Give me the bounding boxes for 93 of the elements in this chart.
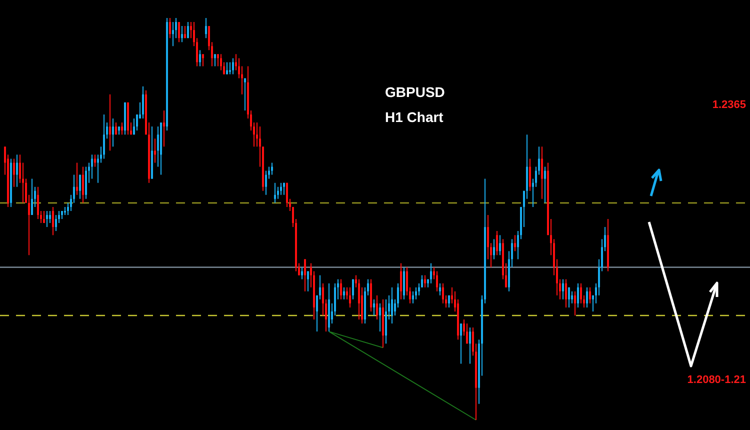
candlestick (430, 262, 432, 284)
candlestick (496, 230, 498, 256)
candlestick (214, 54, 216, 67)
candlestick (373, 298, 375, 316)
candlestick (304, 258, 306, 292)
candlestick (202, 54, 204, 67)
candlestick (94, 154, 96, 168)
candlestick (76, 162, 78, 196)
text: GBPUSD (385, 84, 445, 100)
candlestick (79, 174, 81, 200)
candlestick (439, 282, 441, 296)
candlestick (418, 282, 420, 296)
candlestick (181, 26, 183, 43)
candlestick (16, 154, 18, 188)
candlestick (541, 146, 543, 200)
text: 1.2365 (712, 99, 746, 111)
candlestick (577, 282, 579, 308)
candlestick (460, 323, 462, 364)
candlestick (571, 290, 573, 304)
candlestick (46, 210, 48, 228)
candlestick (199, 50, 201, 67)
candlestick (205, 18, 207, 39)
candlestick (442, 282, 444, 304)
candlestick (109, 94, 111, 152)
candlestick (400, 262, 402, 300)
candlestick (391, 286, 393, 324)
candlestick (358, 278, 360, 320)
candlestick (352, 278, 354, 300)
candlestick (424, 274, 426, 288)
candlestick (286, 182, 288, 208)
candlestick (271, 162, 273, 176)
candlestick (277, 186, 279, 200)
candlestick (343, 286, 345, 300)
candlestick (580, 282, 582, 304)
candlestick (115, 122, 117, 136)
candlestick (133, 118, 135, 136)
candlestick (103, 114, 105, 160)
candlestick (49, 210, 51, 224)
candlestick (562, 278, 564, 300)
candlestick (499, 234, 501, 256)
candlestick (13, 158, 15, 188)
candlestick (121, 122, 123, 136)
candlestick (280, 182, 282, 196)
candlestick (568, 286, 570, 308)
candlestick (163, 110, 165, 148)
candlestick (154, 138, 156, 164)
candlestick (340, 278, 342, 300)
candlestick (544, 166, 546, 204)
candlestick (31, 178, 33, 216)
candlestick (217, 54, 219, 67)
candlestick (514, 234, 516, 252)
candlestick (178, 22, 180, 43)
candlestick (493, 238, 495, 260)
text: H1 Chart (385, 109, 444, 125)
candlestick (136, 114, 138, 132)
candlestick (436, 270, 438, 292)
candlestick (274, 182, 276, 204)
candlestick (529, 158, 531, 192)
candlestick (157, 126, 159, 168)
candlestick (232, 58, 234, 75)
candlestick (112, 118, 114, 148)
candlestick (307, 270, 309, 292)
candlestick (142, 86, 144, 119)
candlestick (55, 214, 57, 232)
candlestick (565, 278, 567, 308)
candlestick (187, 22, 189, 39)
candlestick (448, 294, 450, 308)
candlestick (229, 62, 231, 75)
candlestick (379, 302, 381, 332)
text: 1.2080-1.21 (687, 374, 746, 386)
candlestick (283, 182, 285, 196)
candlestick (466, 323, 468, 344)
candlestick (301, 266, 303, 280)
candlestick (574, 290, 576, 316)
candlestick (376, 294, 378, 320)
candlestick (226, 62, 228, 75)
candlestick (265, 170, 267, 196)
candlestick (82, 166, 84, 204)
candlestick (52, 206, 54, 236)
candlestick (589, 286, 591, 304)
candlestick (220, 54, 222, 71)
candlestick (349, 286, 351, 308)
candlestick (412, 290, 414, 304)
candlestick (43, 210, 45, 224)
candlestick (184, 26, 186, 39)
candlestick (415, 286, 417, 300)
candlestick (172, 22, 174, 47)
candlestick (586, 286, 588, 308)
candlestick (91, 154, 93, 180)
candlestick (469, 327, 471, 364)
candlestick (37, 186, 39, 220)
candlestick (169, 18, 171, 39)
candlestick (244, 78, 246, 111)
